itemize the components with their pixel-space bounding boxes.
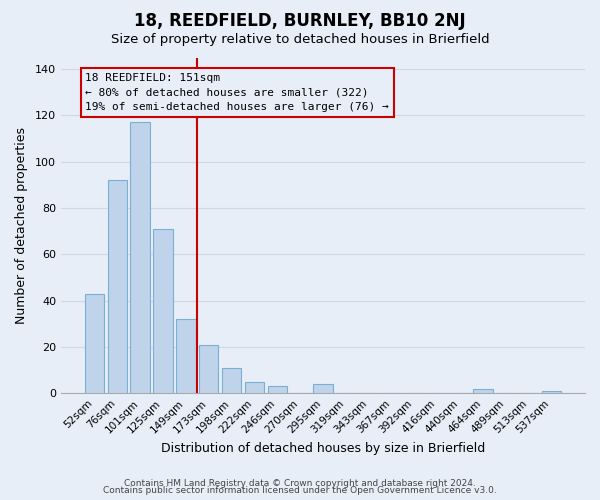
Text: Size of property relative to detached houses in Brierfield: Size of property relative to detached ho… [110, 32, 490, 46]
Bar [222, 368, 241, 394]
Bar [130, 122, 150, 394]
Text: Contains HM Land Registry data © Crown copyright and database right 2024.: Contains HM Land Registry data © Crown c… [124, 478, 476, 488]
Bar [542, 391, 561, 394]
Bar [313, 384, 332, 394]
Bar [473, 388, 493, 394]
Bar [199, 344, 218, 394]
Text: 18 REEDFIELD: 151sqm
← 80% of detached houses are smaller (322)
19% of semi-deta: 18 REEDFIELD: 151sqm ← 80% of detached h… [85, 72, 389, 112]
Bar [107, 180, 127, 394]
X-axis label: Distribution of detached houses by size in Brierfield: Distribution of detached houses by size … [161, 442, 485, 455]
Y-axis label: Number of detached properties: Number of detached properties [15, 127, 28, 324]
Bar [268, 386, 287, 394]
Text: 18, REEDFIELD, BURNLEY, BB10 2NJ: 18, REEDFIELD, BURNLEY, BB10 2NJ [134, 12, 466, 30]
Text: Contains public sector information licensed under the Open Government Licence v3: Contains public sector information licen… [103, 486, 497, 495]
Bar [176, 319, 196, 394]
Bar [85, 294, 104, 394]
Bar [154, 229, 173, 394]
Bar [245, 382, 264, 394]
